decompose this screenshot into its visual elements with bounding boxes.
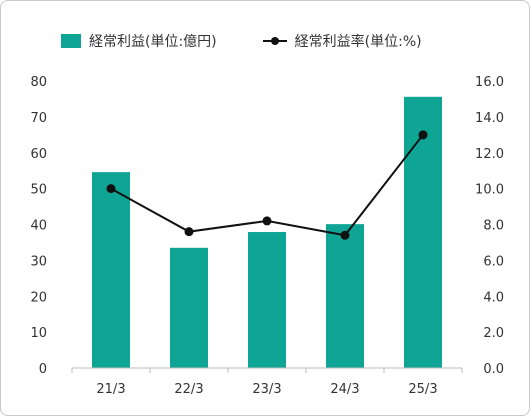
y-right-tick-label: 16.0 bbox=[475, 75, 504, 90]
x-tick-label: 24/3 bbox=[330, 382, 359, 397]
y-right-tick-label: 14.0 bbox=[475, 111, 504, 126]
y-left-tick-label: 70 bbox=[30, 111, 47, 126]
legend-item-bar: 経常利益(単位:億円) bbox=[61, 31, 217, 51]
bar bbox=[248, 232, 286, 368]
x-tick-label: 21/3 bbox=[96, 382, 125, 397]
y-left-tick-label: 80 bbox=[30, 75, 47, 90]
y-right-tick-label: 4.0 bbox=[483, 290, 504, 305]
y-left-tick-label: 50 bbox=[30, 183, 47, 198]
legend: 経常利益(単位:億円) 経常利益率(単位:%) bbox=[61, 31, 468, 51]
bar bbox=[404, 96, 442, 368]
line-point bbox=[106, 184, 116, 194]
y-left-tick-label: 30 bbox=[30, 254, 47, 269]
bar bbox=[326, 224, 364, 368]
y-left-tick-label: 40 bbox=[30, 219, 47, 234]
x-tick-label: 25/3 bbox=[408, 382, 437, 397]
bar bbox=[170, 247, 208, 368]
line-point bbox=[340, 230, 350, 240]
y-left-tick-label: 20 bbox=[30, 290, 47, 305]
line-point bbox=[418, 130, 428, 140]
y-right-tick-label: 6.0 bbox=[483, 254, 504, 269]
y-right-tick-label: 8.0 bbox=[483, 219, 504, 234]
y-left-tick-label: 0 bbox=[39, 362, 47, 377]
y-right-tick-label: 0.0 bbox=[483, 362, 504, 377]
y-right-tick-label: 2.0 bbox=[483, 326, 504, 341]
legend-bar-label: 経常利益(単位:億円) bbox=[89, 34, 217, 50]
legend-bar-swatch bbox=[61, 34, 81, 48]
y-right-tick-label: 12.0 bbox=[475, 147, 504, 162]
line-point bbox=[262, 216, 272, 226]
legend-item-line: 経常利益率(単位:%) bbox=[262, 31, 422, 51]
legend-line-swatch bbox=[262, 34, 287, 48]
line-point bbox=[184, 227, 194, 237]
x-tick-label: 23/3 bbox=[252, 382, 281, 397]
x-tick-label: 22/3 bbox=[174, 382, 203, 397]
y-left-tick-label: 10 bbox=[30, 326, 47, 341]
y-right-tick-label: 10.0 bbox=[475, 183, 504, 198]
y-left-tick-label: 60 bbox=[30, 147, 47, 162]
legend-line-label: 経常利益率(単位:%) bbox=[294, 34, 422, 50]
bar bbox=[92, 172, 130, 368]
